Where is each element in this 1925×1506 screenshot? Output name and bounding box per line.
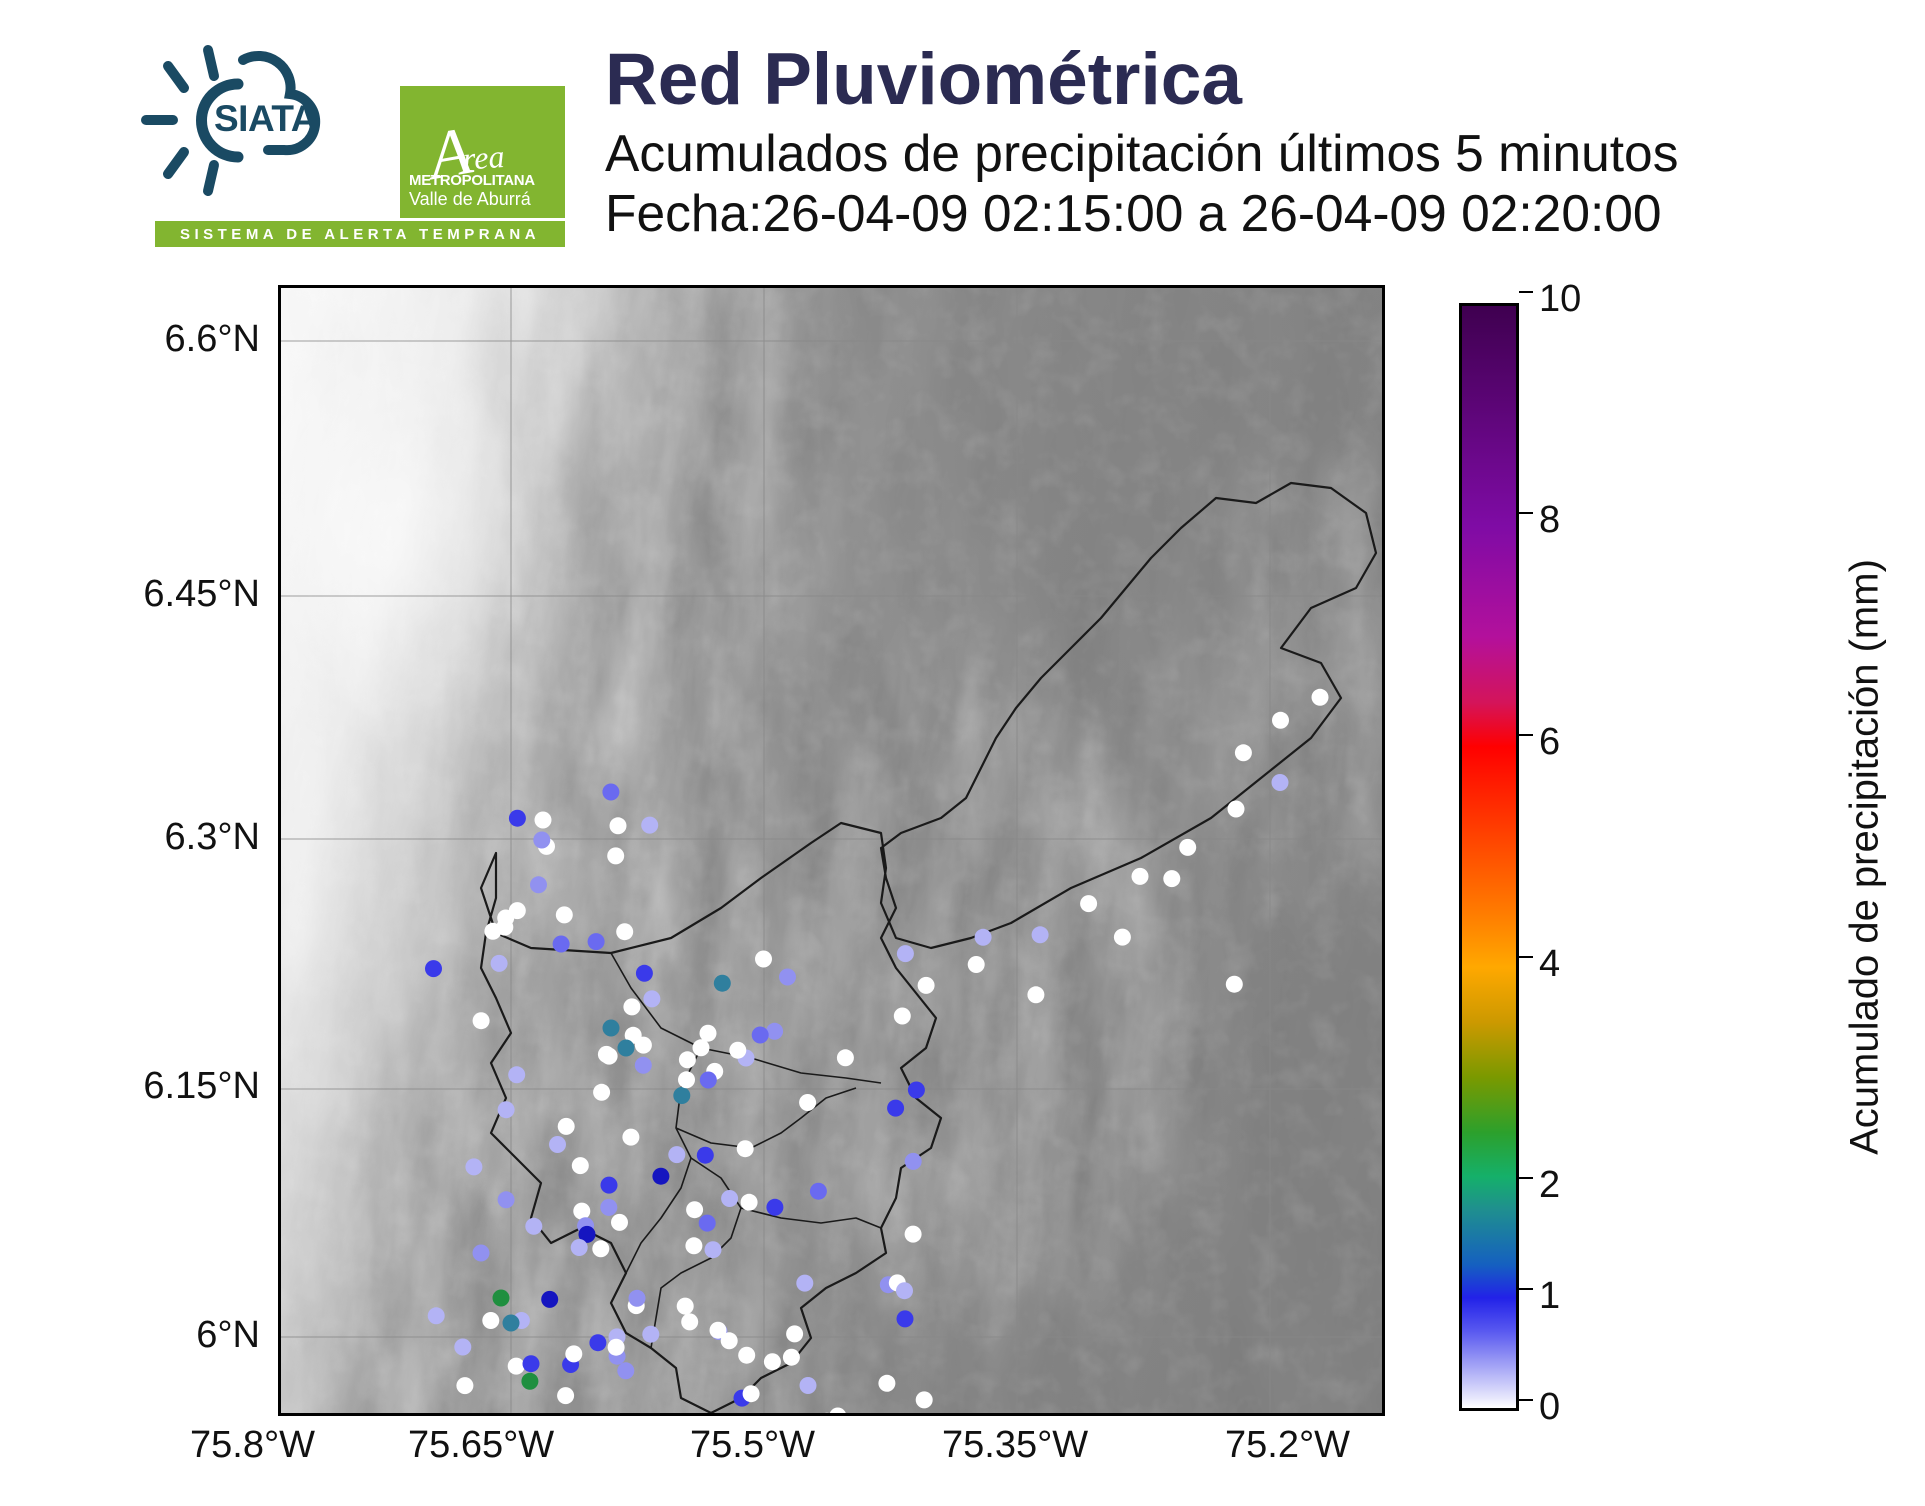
svg-text:rea: rea [462,138,506,177]
